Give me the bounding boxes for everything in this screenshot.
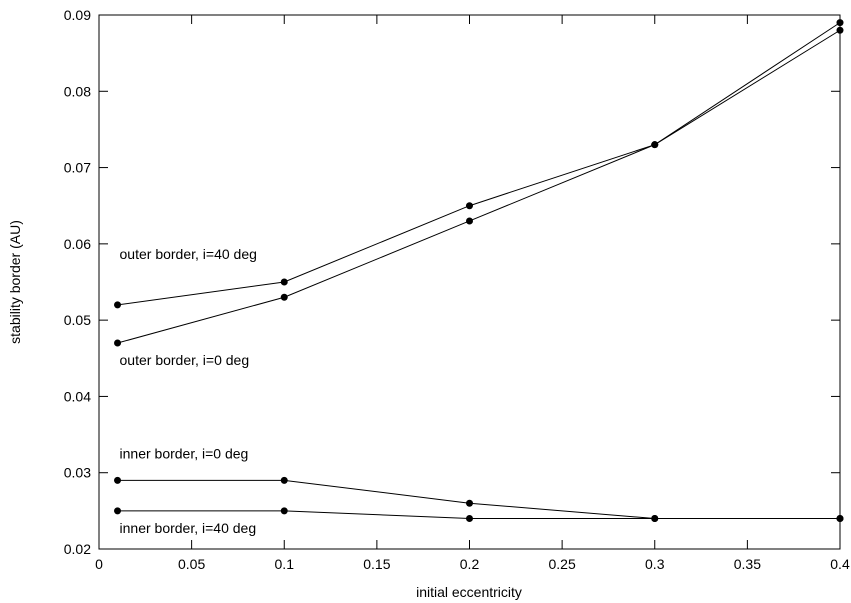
data-point bbox=[651, 141, 659, 149]
data-point bbox=[280, 278, 288, 286]
series-line-0 bbox=[117, 22, 841, 306]
series-annotation: outer border, i=0 deg bbox=[120, 352, 250, 368]
data-point bbox=[114, 301, 122, 309]
y-tick-label: 0.03 bbox=[64, 465, 91, 481]
x-tick-label: 0.15 bbox=[363, 556, 390, 572]
series-line-2 bbox=[117, 479, 840, 519]
series-annotation: inner border, i=0 deg bbox=[120, 445, 249, 461]
data-point bbox=[836, 19, 844, 27]
tick-labels: 0 0.05 0.1 0.15 0.2 0.25 0.3 0.35 0.4 0.02 0.03 0.0… bbox=[64, 7, 850, 572]
x-tick-label: 0.3 bbox=[645, 556, 665, 572]
x-tick-label: 0.35 bbox=[734, 556, 761, 572]
data-point bbox=[114, 507, 122, 515]
data-point bbox=[280, 476, 288, 484]
x-tick-label: 0.25 bbox=[549, 556, 576, 572]
annotations: outer border, i=40 deg outer border, i=0 … bbox=[120, 246, 257, 536]
y-axis-label: stability border (AU) bbox=[7, 220, 23, 344]
data-point bbox=[466, 217, 473, 225]
data-point bbox=[466, 514, 473, 522]
series-annotation: outer border, i=40 deg bbox=[120, 246, 257, 262]
data-point bbox=[280, 293, 288, 301]
y-tick-label: 0.08 bbox=[64, 83, 91, 99]
x-tick-label: 0.05 bbox=[178, 556, 205, 572]
data-point bbox=[280, 507, 288, 515]
y-tick-label: 0.06 bbox=[64, 236, 91, 252]
y-tick-label: 0.05 bbox=[64, 312, 91, 328]
y-tick-label: 0.07 bbox=[64, 160, 91, 176]
data-point bbox=[466, 499, 473, 507]
data-point bbox=[651, 514, 659, 522]
plot-frame bbox=[98, 14, 841, 550]
y-tick-label: 0.02 bbox=[64, 541, 91, 557]
data-point bbox=[836, 26, 844, 34]
series-line-1 bbox=[117, 29, 841, 344]
x-tick-label: 0.1 bbox=[275, 556, 295, 572]
x-axis-label: initial eccentricity bbox=[416, 584, 522, 600]
series bbox=[114, 19, 844, 522]
x-tick-label: 0 bbox=[95, 556, 103, 572]
data-point bbox=[114, 476, 122, 484]
x-tick-label: 0.2 bbox=[460, 556, 480, 572]
data-point bbox=[466, 202, 473, 210]
series-annotation: inner border, i=40 deg bbox=[120, 520, 257, 536]
y-tick-label: 0.09 bbox=[64, 7, 91, 23]
series-line-3 bbox=[117, 510, 840, 519]
data-point bbox=[836, 514, 844, 522]
ticks bbox=[98, 14, 841, 550]
data-point bbox=[114, 339, 122, 347]
y-tick-label: 0.04 bbox=[64, 388, 91, 404]
x-tick-label: 0.4 bbox=[830, 556, 850, 572]
